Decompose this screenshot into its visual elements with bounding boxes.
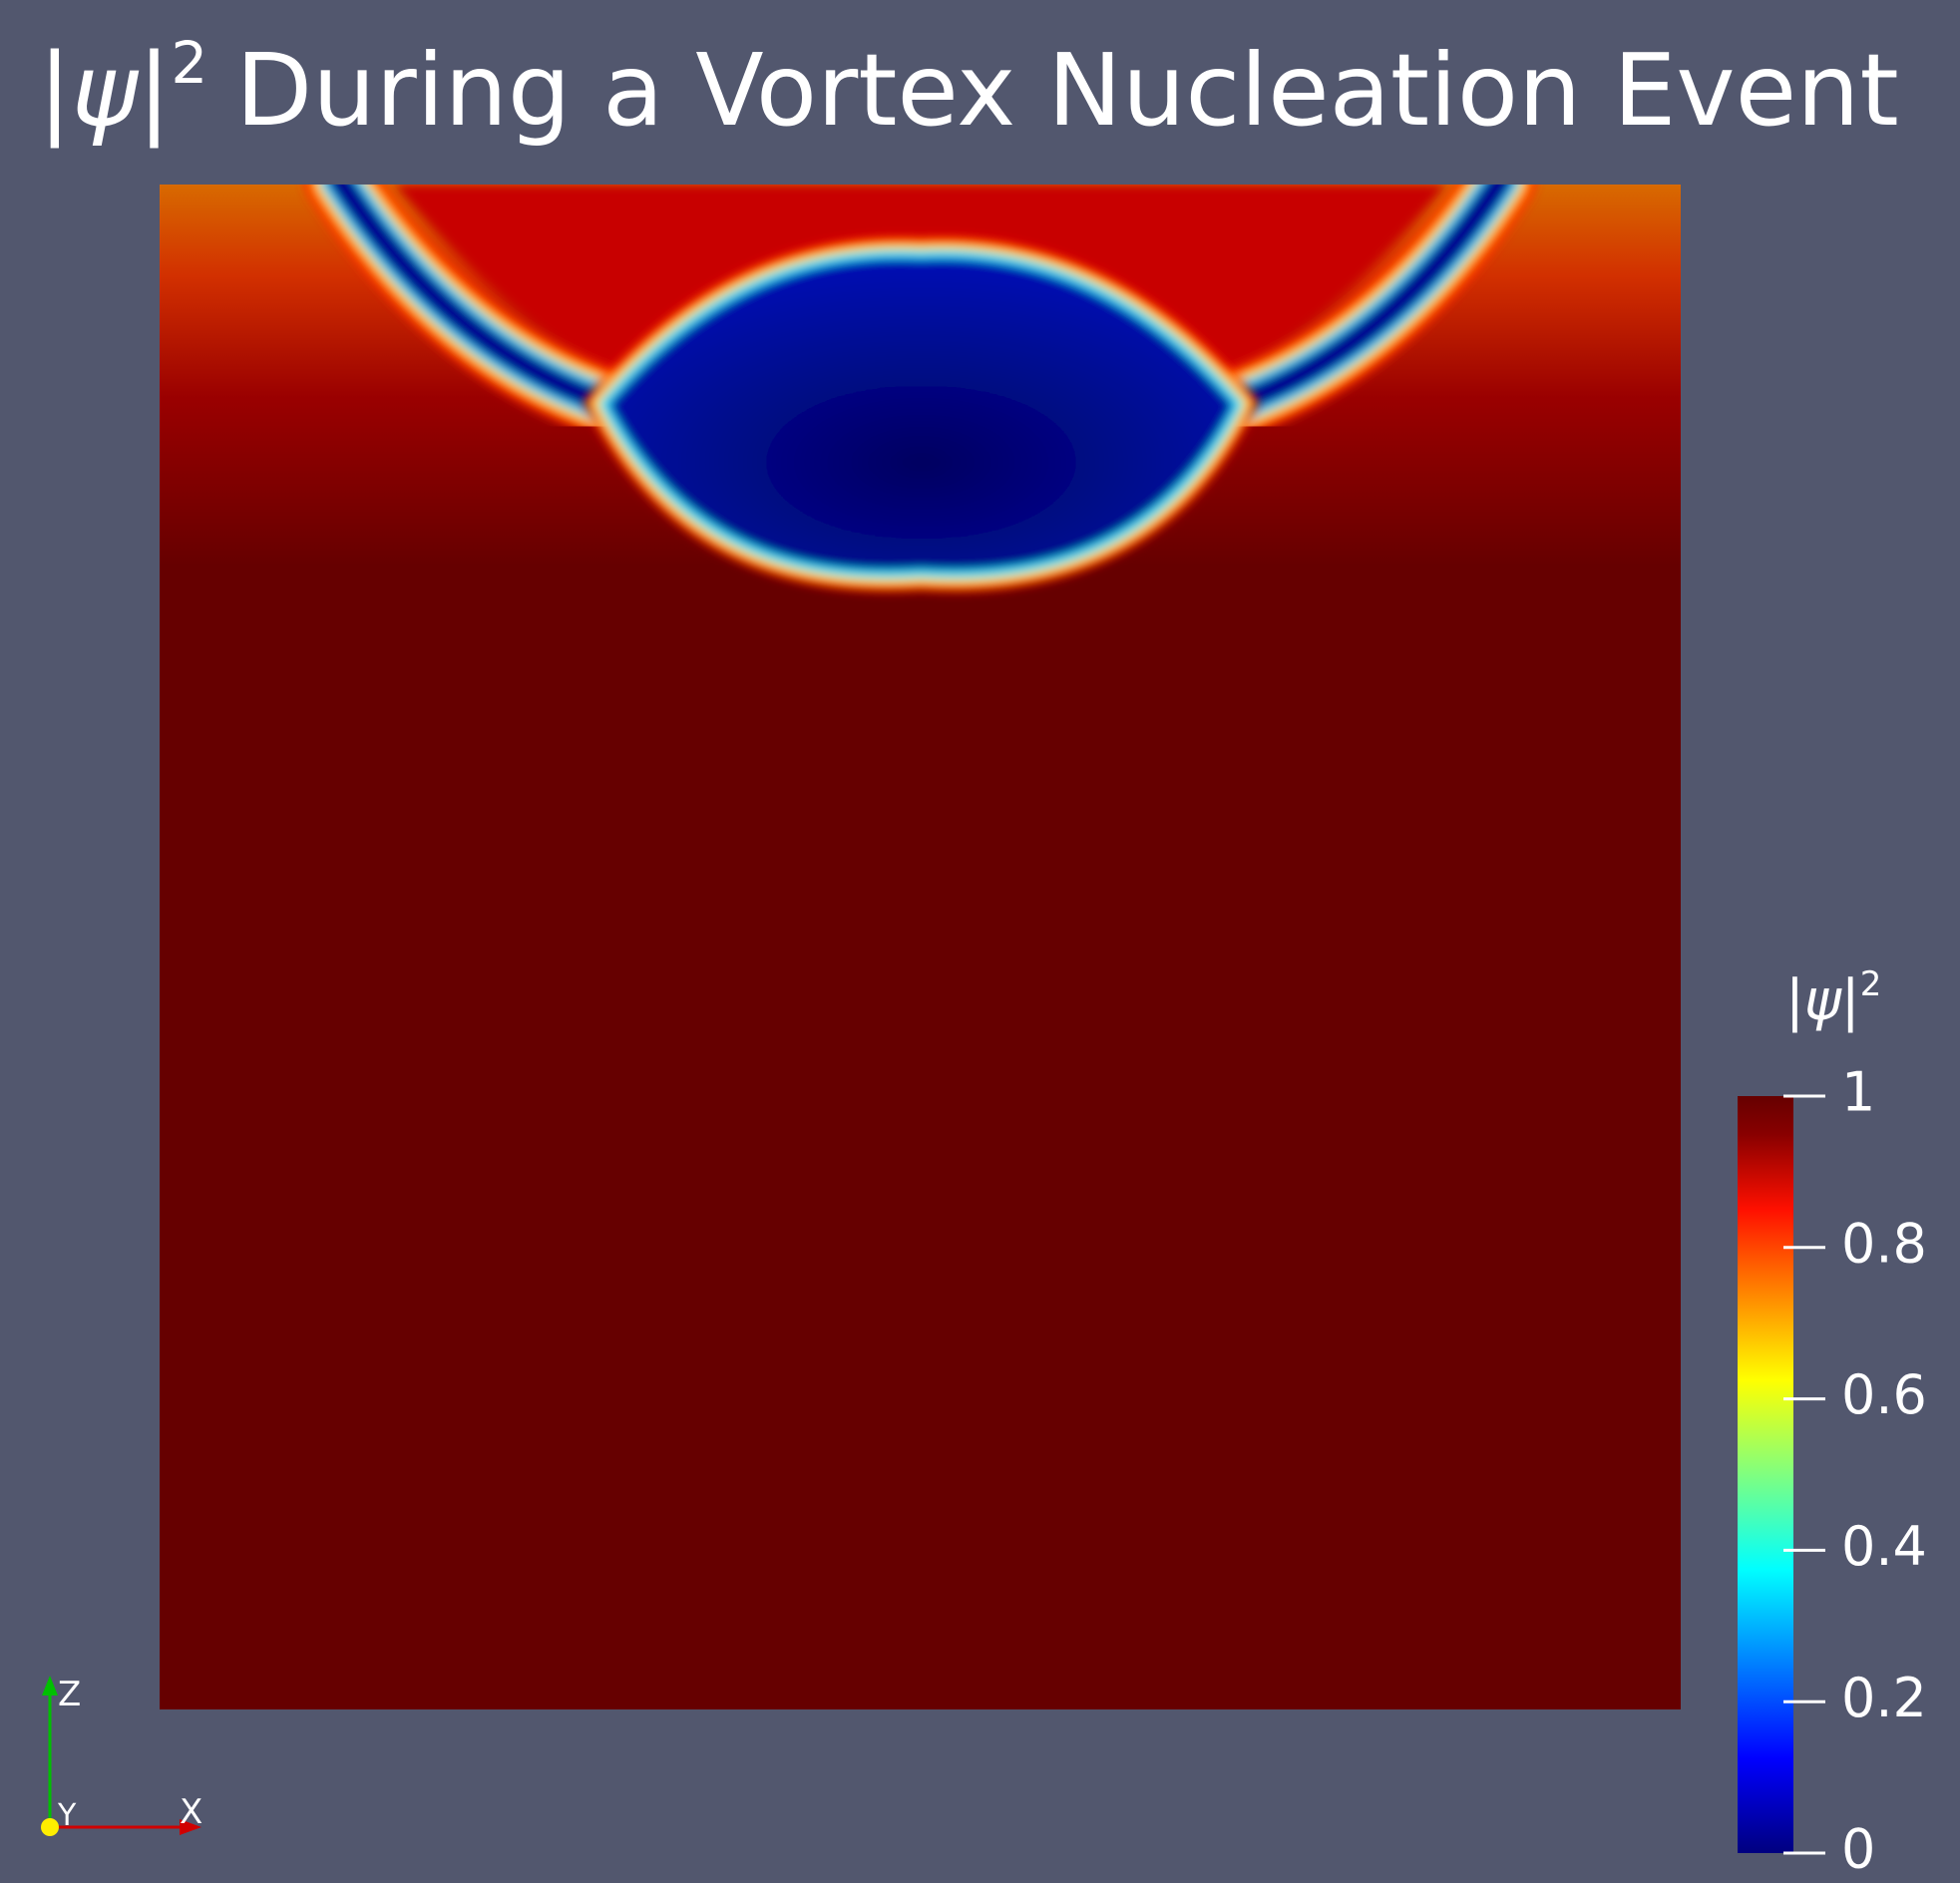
- axis-x-label: X: [180, 1792, 202, 1832]
- title-text: During a Vortex Nucleation Event: [235, 32, 1898, 149]
- colorbar-tick-label: 0.2: [1841, 1667, 1927, 1729]
- field: [160, 185, 1681, 1709]
- colorbar-tick-label: 0: [1841, 1818, 1875, 1881]
- colorbar-ticks: 0 0.2 0.4 0.6 0.8 1: [1783, 1061, 1927, 1881]
- colorbar-symbol: |ψ|: [1785, 968, 1860, 1033]
- colorbar-tick-label: 0.6: [1841, 1363, 1927, 1426]
- colorbar: [1738, 1096, 1793, 1853]
- title-exponent: 2: [171, 29, 207, 97]
- colorbar-exponent: 2: [1860, 964, 1882, 1004]
- colorbar-tick-label: 0.4: [1841, 1515, 1927, 1578]
- axis-y-label: Y: [57, 1798, 77, 1833]
- title: |ψ|2 During a Vortex Nucleation Event: [38, 29, 1899, 149]
- title-symbol: |ψ|: [38, 32, 171, 149]
- axis-z-label: Z: [58, 1675, 81, 1714]
- colorbar-label: |ψ|2: [1785, 964, 1881, 1033]
- axes-triad: Z Y X: [41, 1675, 202, 1836]
- colorbar-tick-label: 0.8: [1841, 1212, 1927, 1275]
- colorbar-tick-label: 1: [1841, 1061, 1875, 1124]
